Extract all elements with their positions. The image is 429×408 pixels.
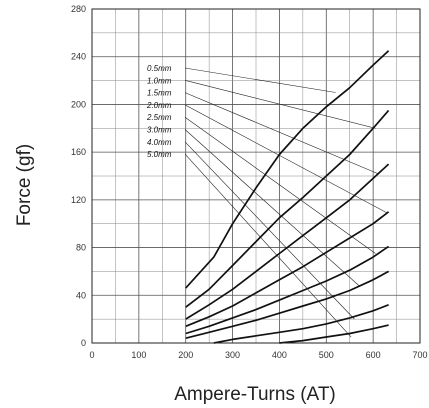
leader-line — [184, 116, 376, 254]
y-tick-label: 240 — [71, 52, 86, 62]
series-lines — [185, 50, 390, 344]
leader-line — [184, 104, 388, 214]
x-tick-label: 400 — [272, 350, 287, 360]
series-line — [185, 211, 390, 328]
leader-lines — [184, 67, 388, 338]
series-label: 3.0mm — [147, 126, 172, 135]
tick-labels: 0 100 200 300 400 500 600 700 0 40 80 120 160 200 240 2… — [71, 4, 428, 360]
series-line — [185, 163, 390, 320]
series-label: 1.5mm — [147, 89, 172, 98]
leader-line — [184, 153, 352, 338]
series-labels: 0.5mm 1.0mm 1.5mm 2.0mm 2.5mm 3.0mm 4.0mm 5.0mm — [146, 64, 172, 159]
series-label: 4.0mm — [147, 138, 172, 147]
y-tick-label: 40 — [76, 290, 86, 300]
series-label: 5.0mm — [147, 150, 172, 159]
series-line — [185, 270, 390, 340]
leader-line — [184, 141, 355, 320]
y-tick-label: 160 — [71, 147, 86, 157]
series-label: 1.0mm — [147, 76, 172, 85]
series-label: 2.5mm — [146, 113, 172, 122]
series-label: 2.0mm — [146, 101, 172, 110]
leader-line — [184, 92, 378, 174]
series-line — [185, 50, 390, 289]
y-tick-label: 120 — [71, 195, 86, 205]
x-tick-label: 600 — [366, 350, 381, 360]
series-line — [279, 324, 389, 344]
series-line — [213, 304, 389, 344]
x-tick-label: 700 — [412, 350, 427, 360]
x-tick-label: 0 — [89, 350, 94, 360]
leader-line — [184, 129, 360, 286]
series-line — [185, 245, 390, 335]
y-axis-label: Force (gf) — [14, 144, 35, 226]
x-axis-label: Ampere-Turns (AT) — [174, 384, 336, 405]
series-line — [185, 109, 390, 308]
y-tick-label: 280 — [71, 4, 86, 14]
leader-line — [184, 80, 376, 129]
x-tick-label: 300 — [225, 350, 240, 360]
y-tick-label: 200 — [71, 99, 86, 109]
plot-frame — [91, 8, 421, 344]
grid — [91, 8, 421, 344]
x-tick-label: 100 — [131, 350, 146, 360]
x-tick-label: 200 — [178, 350, 193, 360]
y-tick-label: 0 — [81, 338, 86, 348]
series-label: 0.5mm — [147, 64, 172, 73]
x-tick-label: 500 — [319, 350, 334, 360]
leader-line — [184, 67, 336, 93]
y-tick-label: 80 — [76, 243, 86, 253]
